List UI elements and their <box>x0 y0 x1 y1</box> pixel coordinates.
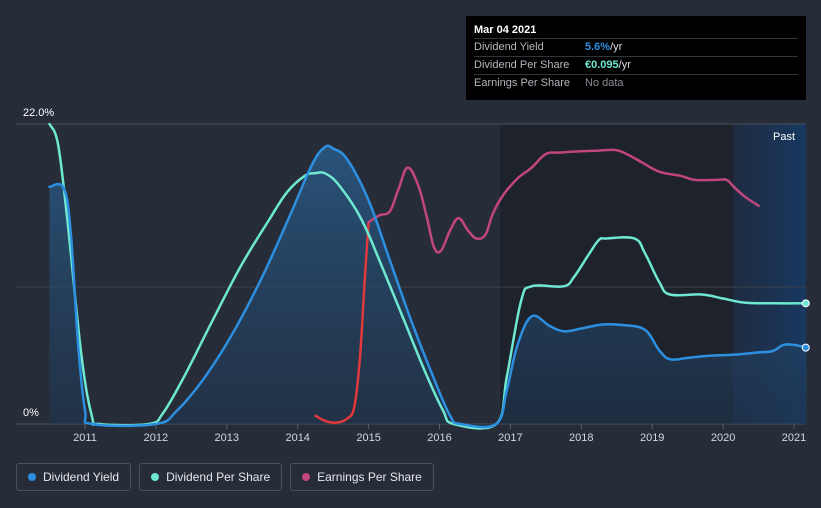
tooltip-label: Dividend Per Share <box>474 59 570 71</box>
x-tick-label: 2011 <box>73 432 97 444</box>
tooltip-value: No data <box>585 77 624 89</box>
earnings-per-share-negative-line <box>314 220 370 425</box>
legend-item-earnings-per-share[interactable]: Earnings Per Share <box>290 463 434 491</box>
tooltip-unit: /yr <box>618 59 631 71</box>
tooltip-row-earnings-per-share: Earnings Per Share No data <box>474 74 798 92</box>
x-tick-label: 2015 <box>356 432 380 444</box>
legend-dot-icon <box>302 473 311 481</box>
legend-label: Earnings Per Share <box>317 470 422 484</box>
tooltip-value: 5.6% <box>585 41 611 53</box>
tooltip-label: Earnings Per Share <box>474 77 570 89</box>
earnings-per-share-line <box>367 148 760 254</box>
legend-dot-icon <box>151 473 160 481</box>
legend-item-dividend-yield[interactable]: Dividend Yield <box>16 463 132 491</box>
x-tick-label: 2019 <box>640 432 664 444</box>
legend-item-dividend-per-share[interactable]: Dividend Per Share <box>139 463 283 491</box>
x-tick-label: 2020 <box>711 432 735 444</box>
tooltip-label: Dividend Yield <box>474 41 544 53</box>
tooltip: Mar 04 2021 Dividend Yield 5.6% /yr Divi… <box>466 16 806 100</box>
x-tick-label: 2012 <box>144 432 168 444</box>
dividend-yield-endpoint <box>801 343 810 352</box>
dividend-yield-area <box>49 145 807 428</box>
x-tick-label: 2018 <box>569 432 593 444</box>
x-tick-label: 2016 <box>427 432 451 444</box>
x-tick-label: 2017 <box>498 432 522 444</box>
tooltip-date: Mar 04 2021 <box>474 24 537 36</box>
dividend-yield-line <box>48 144 809 429</box>
y-axis-bottom-label: 0% <box>23 407 39 419</box>
tooltip-unit: /yr <box>610 41 623 53</box>
legend-label: Dividend Per Share <box>166 470 271 484</box>
x-tick-label: 2014 <box>285 432 309 444</box>
x-tick-label: 2021 <box>782 432 806 444</box>
dividend-per-share-endpoint <box>801 299 810 308</box>
past-label: Past <box>773 131 795 143</box>
y-axis-top-label: 22.0% <box>23 107 54 119</box>
tooltip-value: €0.095 <box>585 59 619 71</box>
legend-label: Dividend Yield <box>43 470 120 484</box>
tooltip-row-dividend-yield: Dividend Yield 5.6% /yr <box>474 38 798 56</box>
tooltip-row-dividend-per-share: Dividend Per Share €0.095 /yr <box>474 56 798 74</box>
x-tick-label: 2013 <box>215 432 239 444</box>
legend-dot-icon <box>28 473 36 481</box>
legend: Dividend Yield Dividend Per Share Earnin… <box>16 463 434 491</box>
dividend-per-share-line <box>48 122 809 430</box>
